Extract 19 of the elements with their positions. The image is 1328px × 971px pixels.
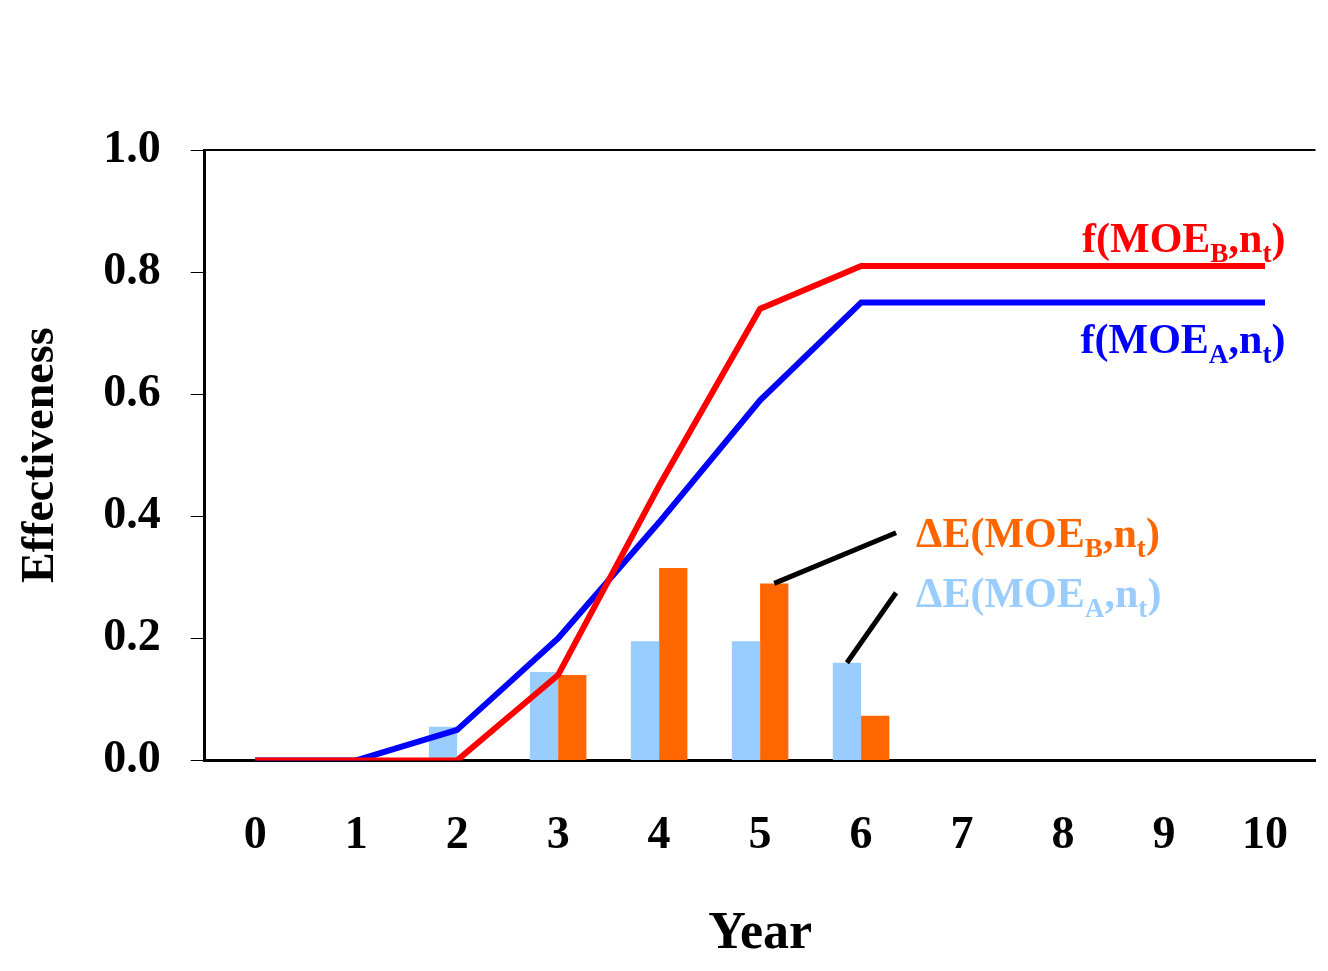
x-tick-label: 0 [243, 806, 267, 858]
x-tick-label: 3 [546, 806, 570, 858]
x-tick-label: 8 [1051, 806, 1075, 858]
x-tick-label: 2 [445, 806, 469, 858]
y-tick-label: 0.4 [103, 487, 161, 539]
x-tick-label: 10 [1242, 806, 1288, 858]
x-axis-title: Year [708, 902, 813, 960]
x-tick-label: 4 [647, 806, 671, 858]
y-tick-label: 0.2 [103, 609, 161, 661]
x-tick-label: 7 [950, 806, 974, 858]
x-tick-label: 5 [748, 806, 772, 858]
y-axis-title: Effectiveness [12, 327, 64, 583]
y-tick-label: 0.6 [103, 365, 161, 417]
y-tick-label: 0.0 [103, 731, 161, 783]
y-tick-label: 1.0 [103, 120, 161, 172]
x-tick-label: 9 [1152, 806, 1176, 858]
y-tick-label: 0.8 [103, 242, 161, 294]
x-tick-label: 6 [849, 806, 873, 858]
x-tick-label: 1 [344, 806, 368, 858]
